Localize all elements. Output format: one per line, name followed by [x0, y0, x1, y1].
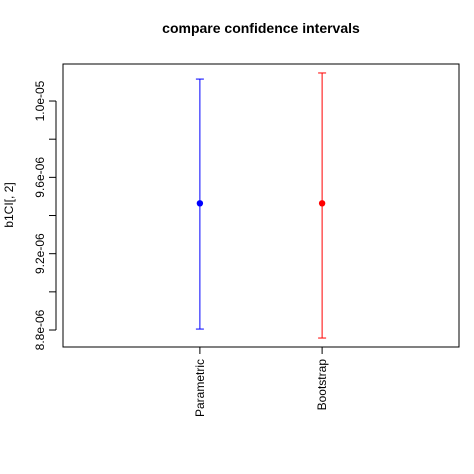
x-tick-label: Parametric [193, 359, 207, 417]
y-tick-label: 1.0e-05 [33, 80, 47, 121]
point [318, 200, 326, 207]
plot-box [62, 63, 460, 348]
y-tick-label: 8.8e-06 [33, 309, 47, 350]
y-axis-label: b1CI[, 2] [2, 182, 16, 227]
y-tick-label: 9.2e-06 [33, 233, 47, 274]
chart-title: compare confidence intervals [162, 20, 360, 36]
y-tick-label: 9.6e-06 [33, 157, 47, 198]
point [196, 200, 204, 207]
x-tick-label: Bootstrap [315, 359, 329, 411]
